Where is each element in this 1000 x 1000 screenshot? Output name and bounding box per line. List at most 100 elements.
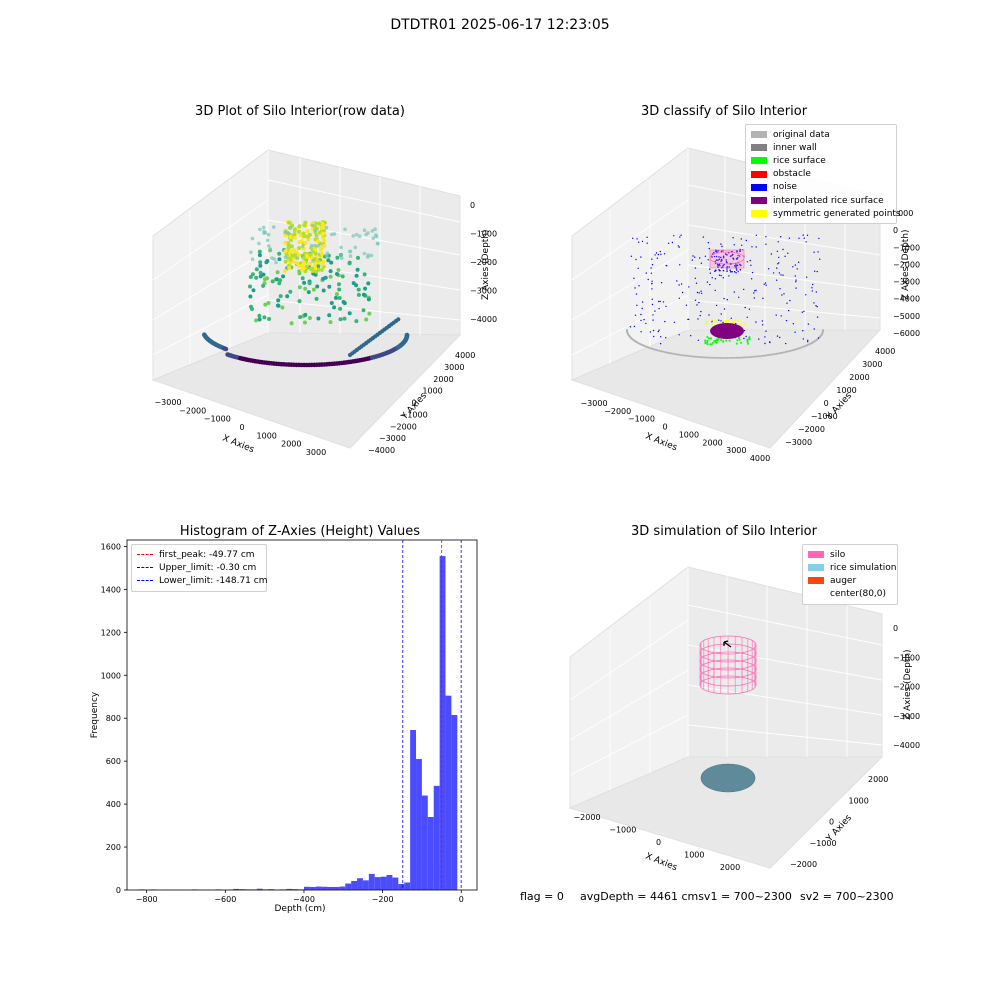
- noise-point: [750, 264, 752, 266]
- noise-point: [724, 253, 727, 255]
- legend-label: rice simulation: [830, 562, 897, 573]
- avg-depth-text: avgDepth = 4461 cmsv1 = 700~2300: [580, 890, 792, 903]
- noise-point: [733, 291, 735, 293]
- noise-point: [687, 318, 689, 321]
- noise-point: [730, 317, 732, 319]
- noise-point: [753, 297, 755, 299]
- gridline: [687, 299, 881, 319]
- legend-label: symmetric generated points: [773, 208, 901, 219]
- data-point: [374, 233, 378, 237]
- noise-point: [695, 282, 698, 284]
- simulation-plot-title: 3D simulation of Silo Interior: [631, 524, 817, 539]
- data-point: [254, 275, 259, 280]
- noise-point: [717, 264, 719, 267]
- noise-point: [719, 264, 721, 267]
- data-point: [288, 234, 293, 239]
- data-point: [354, 319, 359, 324]
- noise-point: [676, 280, 678, 282]
- data-point: [366, 281, 371, 286]
- data-point: [696, 355, 698, 358]
- data-point: [297, 229, 301, 234]
- noise-point: [700, 262, 703, 264]
- noise-point: [641, 240, 644, 243]
- rice-point: [725, 339, 728, 342]
- data-point: [295, 256, 300, 261]
- z-tick-label: −3000: [893, 712, 920, 721]
- noise-point: [731, 270, 733, 273]
- histogram-bar: [239, 889, 245, 890]
- z-tick-label: −4000: [893, 295, 920, 304]
- legend-item: interpolated rice surface: [751, 194, 891, 207]
- noise-point: [632, 237, 634, 239]
- z-tick-label: −4000: [893, 741, 920, 750]
- noise-point: [673, 235, 675, 237]
- noise-point: [811, 287, 813, 289]
- classify-z-ticks: 1000 0 −1000 −2000 −3000 −4000 −5000 −6000: [893, 209, 920, 338]
- noise-point: [792, 266, 794, 268]
- data-point: [257, 249, 262, 254]
- data-point: [274, 277, 279, 282]
- noise-point: [713, 255, 716, 258]
- data-point: [314, 233, 319, 238]
- data-point: [319, 225, 324, 230]
- histogram-x-ticks: −800 −600 −400 −200 0: [136, 890, 464, 904]
- histogram-bar: [244, 889, 251, 890]
- z-tick-label: −1000: [470, 230, 497, 239]
- simulation-floor-pane: [568, 756, 884, 869]
- noise-point: [802, 330, 804, 332]
- noise-point: [765, 330, 767, 332]
- histogram-y-ticks: 0 200 400 600 800 1000 1200 1400 1600: [101, 542, 127, 895]
- data-point: [822, 329, 824, 331]
- y-tick-label: 200: [106, 843, 121, 852]
- x-tick-label: 2000: [720, 863, 740, 872]
- legend-swatch: [808, 564, 824, 572]
- legend-swatch: [751, 157, 767, 165]
- legend-swatch: [751, 170, 767, 178]
- legend-swatch: [751, 210, 767, 218]
- data-point: [332, 305, 337, 310]
- data-point: [371, 236, 376, 240]
- symmetric-point: [724, 320, 727, 323]
- y-tick-label: 1000: [849, 796, 869, 805]
- data-point: [258, 227, 262, 232]
- rice-point: [709, 337, 712, 340]
- data-point: [314, 296, 319, 301]
- data-point: [300, 244, 305, 249]
- y-tick-label: 3000: [444, 363, 464, 372]
- noise-point: [805, 241, 807, 243]
- noise-point: [722, 277, 724, 279]
- histogram-bar: [280, 889, 287, 890]
- data-point: [337, 296, 342, 300]
- noise-point: [718, 269, 720, 271]
- noise-point: [720, 260, 722, 263]
- noise-point: [769, 341, 771, 343]
- histogram-bar: [150, 889, 157, 890]
- noise-point: [667, 242, 670, 244]
- data-point: [257, 313, 262, 318]
- noise-point: [763, 283, 765, 285]
- noise-point: [813, 302, 815, 304]
- legend-item: auger: [808, 574, 892, 587]
- noise-point: [813, 251, 815, 253]
- noise-point: [762, 297, 764, 299]
- noise-point: [651, 264, 654, 266]
- rice-point: [736, 339, 739, 342]
- noise-point: [716, 251, 718, 253]
- data-point: [257, 241, 261, 246]
- legend-label: silo: [830, 549, 846, 560]
- raw-floor-pane: [151, 332, 462, 449]
- noise-point: [780, 236, 782, 238]
- z-tick-label: 1000: [893, 209, 913, 218]
- legend-line: [137, 567, 153, 569]
- raw-x-ticks: −3000−2000−1000 0 1000 2000 3000: [154, 398, 326, 457]
- data-point: [351, 234, 356, 238]
- data-point: [724, 357, 727, 359]
- data-point: [319, 246, 324, 251]
- symmetric-point: [743, 324, 746, 327]
- noise-point: [645, 272, 647, 274]
- noise-point: [741, 244, 743, 246]
- noise-point: [738, 255, 741, 257]
- noise-point: [650, 267, 652, 269]
- histogram-bar: [380, 876, 387, 890]
- histogram-bar: [315, 886, 322, 890]
